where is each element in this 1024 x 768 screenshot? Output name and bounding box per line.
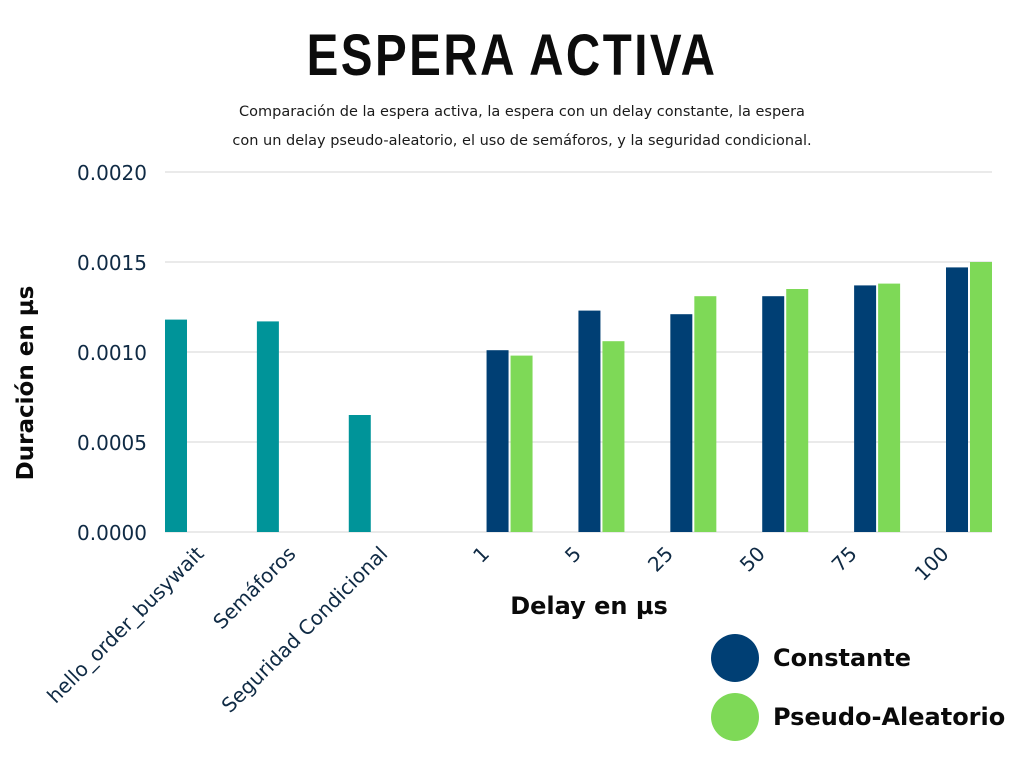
x-tick-label: 100 <box>910 542 954 586</box>
x-tick-label: 25 <box>643 542 678 577</box>
bar-constante <box>762 296 785 532</box>
bar-pseudo <box>970 262 992 532</box>
legend-item-constante: Constante <box>711 634 911 682</box>
legend-swatch-pseudo <box>711 693 759 741</box>
x-tick-label: 1 <box>468 542 494 568</box>
bar-constante <box>486 350 509 532</box>
x-tick-label: Seguridad Condicional <box>217 542 393 718</box>
x-axis-label: Delay en µs <box>510 592 668 620</box>
legend-swatch-constante <box>711 634 759 682</box>
legend-label-constante: Constante <box>773 644 911 672</box>
bar-pseudo <box>602 341 625 532</box>
bar-pseudo <box>510 355 533 532</box>
y-tick-label: 0.0010 <box>77 341 147 365</box>
subtitle-line-2: con un delay pseudo-aleatorio, el uso de… <box>232 133 812 149</box>
x-tick-label: hello_order_busywait <box>42 541 208 707</box>
y-tick-label: 0.0020 <box>77 161 147 185</box>
y-tick-label: 0.0005 <box>77 431 147 455</box>
bar-baseline <box>348 415 371 532</box>
x-tick-label: Semáforos <box>208 542 300 634</box>
bar-pseudo <box>878 283 901 532</box>
subtitle-line-1: Comparación de la espera activa, la espe… <box>239 104 805 120</box>
bar-baseline <box>256 321 279 532</box>
chart-title: ESPERA ACTIVA <box>306 23 718 88</box>
y-tick-label: 0.0000 <box>77 521 147 545</box>
legend-item-pseudo: Pseudo-Aleatorio <box>711 693 1005 741</box>
y-tick-labels: 0.0000 0.0005 0.0010 0.0015 0.0020 <box>77 161 147 545</box>
bar-constante <box>946 267 968 532</box>
bar-constante <box>670 314 693 532</box>
bar-constante <box>578 310 601 532</box>
x-tick-label: 5 <box>560 542 586 568</box>
x-tick-label: 75 <box>827 542 862 577</box>
bar-constante <box>854 285 877 532</box>
y-axis-label: Duración en µs <box>13 286 39 481</box>
bars <box>165 262 992 532</box>
y-tick-label: 0.0015 <box>77 251 147 275</box>
bar-baseline <box>165 319 187 532</box>
x-tick-label: 50 <box>735 542 770 577</box>
chart-subtitle: Comparación de la espera activa, la espe… <box>150 98 894 156</box>
bar-pseudo <box>694 296 717 532</box>
legend-label-pseudo: Pseudo-Aleatorio <box>773 703 1006 731</box>
bar-pseudo <box>786 289 809 532</box>
